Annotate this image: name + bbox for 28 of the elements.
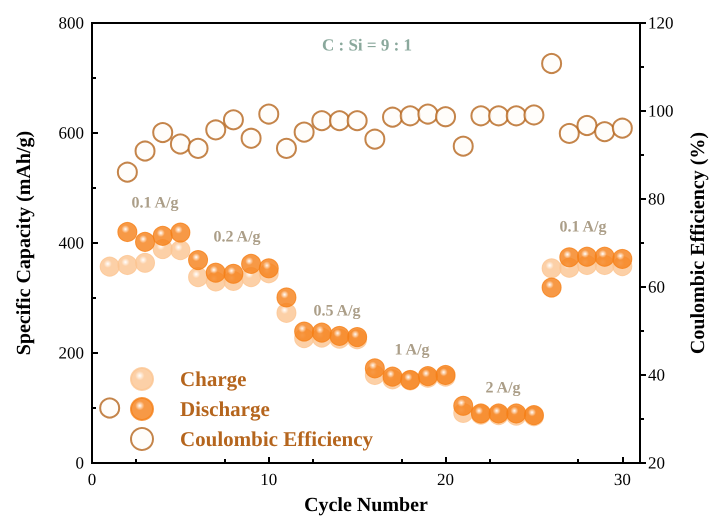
x-tick-label: 20 (437, 470, 454, 489)
y2-axis-title: Coulombic Efficiency (%) (687, 132, 709, 354)
annotation: 0.1 A/g (131, 194, 179, 212)
y-tick-label: 400 (58, 234, 84, 252)
y-tick-label: 800 (58, 14, 84, 32)
y2-tick-label: 20 (648, 454, 665, 472)
annotation: 1 A/g (394, 342, 430, 358)
annotation: 2 A/g (485, 380, 521, 396)
y2-tick-label: 80 (648, 190, 665, 208)
x-tick-label: 0 (88, 470, 96, 489)
legend-label: Discharge (180, 397, 270, 421)
annotation: C : Si = 9 : 1 (322, 36, 412, 54)
y2-tick-label: 120 (648, 14, 674, 32)
annotation: 0.5 A/g (313, 302, 361, 320)
y-tick-label: 600 (58, 124, 84, 142)
y-tick-label: 0 (76, 454, 84, 472)
annotation: 0.1 A/g (559, 218, 607, 236)
y2-tick-label: 60 (648, 278, 665, 296)
y2-tick-label: 40 (648, 366, 665, 384)
y-axis-title: Specific Capacity (mAh/g) (13, 130, 35, 356)
legend-label: Charge (180, 367, 246, 391)
y-tick-label: 200 (58, 344, 84, 362)
x-tick-label: 30 (614, 470, 631, 489)
x-tick-label: 10 (260, 470, 278, 489)
legend-label: Coulombic Efficiency (180, 427, 374, 451)
x-axis-title: Cycle Number (304, 494, 428, 516)
y2-tick-label: 100 (648, 102, 674, 120)
annotation: 0.2 A/g (213, 228, 261, 246)
